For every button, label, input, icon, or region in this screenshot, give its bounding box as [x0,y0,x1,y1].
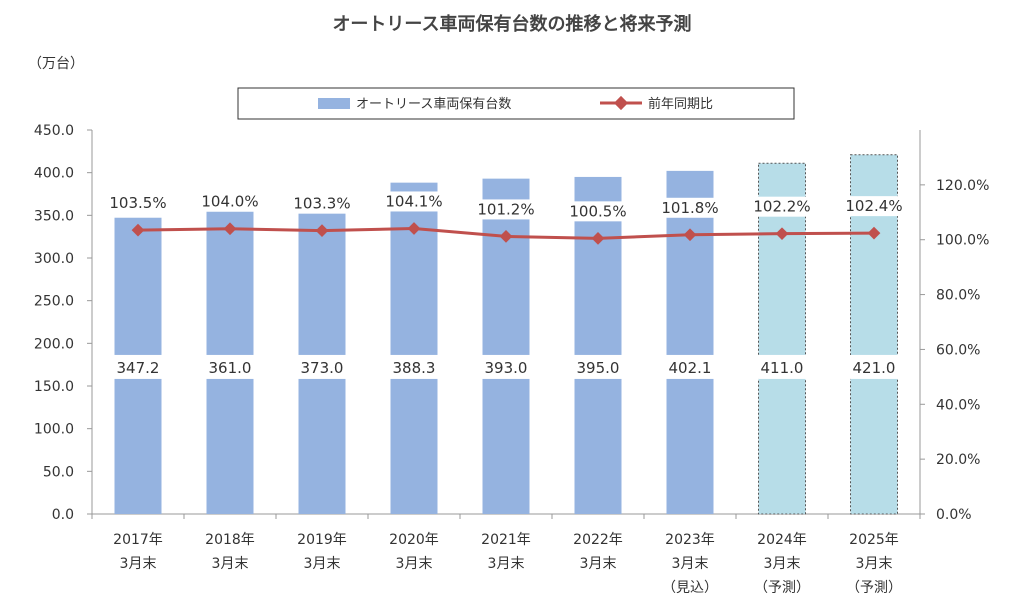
line-data-label: 104.1% [385,192,442,210]
line-data-label: 103.3% [293,195,350,213]
line-label-background [838,196,910,217]
bar [482,178,530,514]
line-point [131,223,145,237]
x-axis-label: 2021年 [481,532,531,548]
y-left-tick-label: 450.0 [34,123,74,139]
line-point [315,224,329,238]
line-data-label: 104.0% [201,193,258,211]
x-axis-label: 3月末 [212,556,249,572]
x-axis-label: 3月末 [672,556,709,572]
line-label-background [378,191,450,212]
y-right-tick-label: 60.0% [936,342,980,358]
y-right-tick-label: 80.0% [936,288,980,304]
x-axis-label: 2019年 [297,532,347,548]
y-right-tick-label: 20.0% [936,452,980,468]
bar [298,195,346,514]
bar [758,162,806,515]
x-axis-label: 3月末 [488,556,525,572]
bar-labels: 347.2 361.0 373.0 388.3 393.0 395.0 402.1 411.0… [100,354,912,379]
legend-bar-swatch [318,98,350,109]
x-axis-label: 3月末 [304,556,341,572]
x-axis-label: 2017年 [113,532,163,548]
x-axis-label: 2023年 [665,532,715,548]
x-axis-label: 2024年 [757,532,807,548]
line-label-background [102,193,174,214]
axes: 0.0 50.0 100.0 150.0 200.0 250.0 300.0 350.0 400… [34,123,989,523]
x-axis-label: （見込） [662,580,718,596]
line-data-label: 102.2% [753,198,810,216]
bar [666,170,714,514]
bar [574,176,622,514]
bar-label-background [836,354,912,379]
y-right-tick-label: 100.0% [936,233,989,249]
bar-label-background [744,354,820,379]
bar-label-background [284,354,360,379]
line-label-background [194,191,266,212]
x-axis-label: 2018年 [205,532,255,548]
y-left-tick-label: 0.0 [52,507,74,523]
x-axis-label: 3月末 [764,556,801,572]
y-left-tick-label: 50.0 [43,464,74,480]
line-data-label: 101.8% [661,199,718,217]
x-axis-labels: 2017年 3月末 2018年 3月末 2019年 3月末 2020年 3月末 2021年 3月末… [113,532,902,596]
y-left-tick-label: 200.0 [34,336,74,352]
bar-data-label: 411.0 [761,359,804,377]
legend-line-marker [613,95,629,111]
y-right-tick-label: 0.0% [936,507,972,523]
bars [114,154,898,515]
line-label-background [746,196,818,217]
bar-label-background [376,354,452,379]
bar-data-label: 395.0 [577,359,620,377]
bar-label-background [468,354,544,379]
bar-label-background [192,354,268,379]
y-axis-unit-label: （万台） [28,56,84,72]
bar-data-label: 388.3 [393,359,436,377]
bar-data-label: 393.0 [485,359,528,377]
line-label-background [562,201,634,222]
line-data-label: 100.5% [569,202,626,220]
y-left-tick-label: 300.0 [34,251,74,267]
bar-data-label: 373.0 [301,359,344,377]
x-axis-label: 3月末 [396,556,433,572]
line-labels: 103.5% 104.0% 103.3% 104.1% 101.2% 100.5% 101.… [102,191,910,222]
y-right-tick-label: 40.0% [936,397,980,413]
line-label-background [286,193,358,214]
line-point [499,230,513,243]
bar-label-background [100,354,176,379]
y-left-tick-label: 250.0 [34,294,74,310]
legend-label-bar-series: オートリース車両保有台数 [356,97,511,112]
bar-label-background [560,354,636,379]
x-axis-label: 3月末 [856,556,893,572]
line-data-label: 103.5% [109,194,166,212]
line-label-background [470,199,542,220]
x-axis-label: 2025年 [849,532,899,548]
line-data-label: 102.4% [845,197,902,215]
x-axis-label: （予測） [846,580,902,596]
line-point [223,222,237,236]
y-right-tick-label: 120.0% [936,178,989,194]
line-label-background [654,197,726,218]
legend: オートリース車両保有台数 前年同期比 [237,87,795,120]
x-axis-label: 2022年 [573,532,623,548]
legend-label-line-series: 前年同期比 [648,96,713,112]
y-left-tick-label: 350.0 [34,208,74,224]
bar-data-label: 361.0 [209,359,252,377]
y-left-tick-label: 100.0 [34,422,74,438]
line-data-label: 101.2% [477,200,534,218]
y-left-tick-label: 400.0 [34,166,74,182]
bar-data-label: 421.0 [853,359,896,377]
x-axis-label: 2020年 [389,532,439,548]
bar [390,182,438,514]
x-axis-label: （予測） [754,580,810,596]
bar-data-label: 402.1 [669,359,712,377]
bar-data-label: 347.2 [117,359,160,377]
chart-title: オートリース車両保有台数の推移と将来予測 [332,13,691,35]
y-left-tick-label: 150.0 [34,379,74,395]
bar-label-background [652,354,728,379]
x-axis-label: 3月末 [120,556,157,572]
x-axis-label: 3月末 [580,556,617,572]
line-point [407,222,421,235]
